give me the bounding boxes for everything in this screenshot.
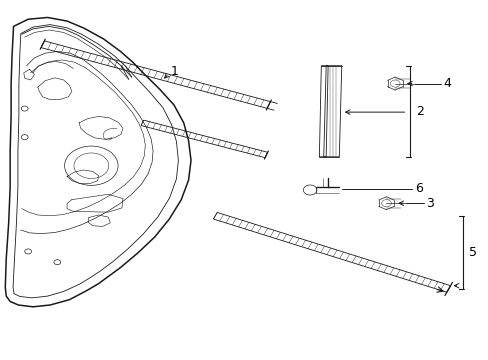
Text: 1: 1: [170, 64, 178, 77]
Text: 4: 4: [442, 77, 450, 90]
Text: 2: 2: [415, 105, 423, 118]
Text: 6: 6: [414, 183, 422, 195]
Text: 3: 3: [425, 197, 433, 210]
Text: 5: 5: [468, 246, 476, 259]
